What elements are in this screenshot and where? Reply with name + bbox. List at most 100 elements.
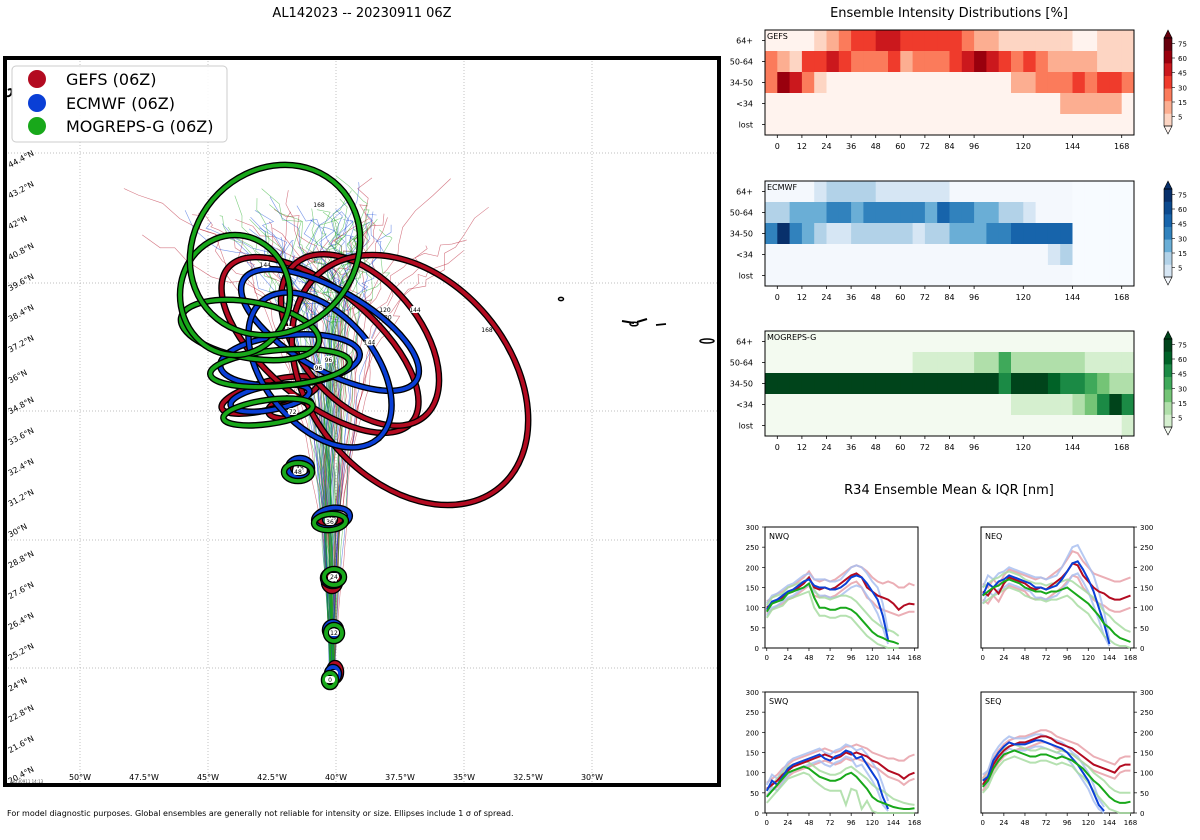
colorbar-tick: 60 — [1178, 356, 1187, 364]
heatmap-cell — [1047, 352, 1061, 374]
heatmap-cell — [1109, 244, 1123, 266]
heatmap-cell — [1023, 415, 1036, 437]
heatmap-cell — [1109, 352, 1123, 374]
heatmap-cell — [998, 30, 1012, 52]
heatmap-cell — [900, 30, 913, 52]
heatmap-cell — [998, 352, 1012, 374]
heatmap-cell — [1097, 30, 1110, 52]
heatmap-cell — [875, 265, 889, 287]
heatmap-cell — [1084, 244, 1098, 266]
heatmap-cell — [777, 394, 790, 416]
heatmap-cell — [1011, 30, 1024, 52]
heatmap-cell — [949, 181, 963, 203]
heatmap-cell — [765, 72, 778, 94]
heatmap-cell — [765, 114, 778, 136]
lon-tick-label: 42.5°W — [257, 773, 287, 782]
heatmap-cell — [949, 244, 963, 266]
colorbar-tick: 45 — [1178, 371, 1187, 379]
colorbar-tick: 60 — [1178, 206, 1187, 214]
heatmap-cell — [1121, 93, 1135, 115]
r34-p25-line — [765, 755, 889, 812]
legend-mogreps-label: MOGREPS-G (06Z) — [66, 117, 213, 136]
r34-p25-line — [765, 584, 890, 645]
heatmap-cell — [912, 202, 926, 224]
heatmap-cell — [900, 352, 913, 374]
heatmap-cell — [1072, 415, 1086, 437]
heatmap-cell — [998, 223, 1012, 245]
heatmap-cell — [838, 373, 852, 395]
heatmap-cell — [863, 265, 877, 287]
heatmap-cell — [1097, 223, 1110, 245]
heatmap-cell — [949, 223, 963, 245]
heatmap-cell — [1109, 415, 1123, 437]
heatmap-cell — [851, 373, 864, 395]
heatmap-x-tick: 84 — [944, 142, 954, 151]
heatmap-cell — [826, 202, 840, 224]
heatmap-x-tick: 0 — [775, 293, 780, 302]
r34-x-tick: 24 — [783, 819, 792, 827]
heatmap-cell — [851, 415, 864, 437]
heatmap-cell — [888, 415, 901, 437]
heatmap-cell — [974, 352, 987, 374]
ellipse-mogreps-168: 168 — [186, 161, 364, 339]
r34-x-tick: 24 — [999, 654, 1008, 662]
heatmap-cell — [888, 93, 901, 115]
heatmap-cell — [924, 373, 938, 395]
heatmap-cell — [912, 394, 926, 416]
colorbar-tick: 15 — [1178, 250, 1187, 258]
heatmap-cell — [1109, 331, 1123, 353]
heatmap-cell — [949, 394, 963, 416]
heatmap-cell — [1060, 30, 1073, 52]
r34-x-tick: 96 — [847, 819, 856, 827]
heatmap-cell — [1047, 30, 1061, 52]
ellipse-mogreps-36: 36 — [310, 510, 350, 534]
heatmap-x-tick: 96 — [969, 142, 979, 151]
heatmap-cell — [765, 93, 778, 115]
heatmap-cell — [801, 223, 815, 245]
heatmap-cell — [1121, 331, 1135, 353]
heatmap-cell — [789, 265, 803, 287]
colorbar-tick: 15 — [1178, 400, 1187, 408]
heatmap-x-tick: 168 — [1114, 293, 1129, 302]
heatmap-cell — [998, 72, 1012, 94]
heatmap-cell — [1011, 223, 1024, 245]
heatmap-cell — [1072, 93, 1086, 115]
heatmap-cell — [1023, 223, 1036, 245]
heatmap-cell — [826, 352, 840, 374]
heatmap-cell — [826, 244, 840, 266]
ellipse-hour-label: 36 — [326, 519, 334, 526]
heatmap-cell — [998, 93, 1012, 115]
r34-y-tick: 250 — [1140, 544, 1153, 552]
heatmap-cell — [814, 202, 827, 224]
heatmap-cell — [838, 114, 852, 136]
heatmap-cell — [801, 202, 815, 224]
r34-x-tick: 48 — [1021, 654, 1030, 662]
heatmap-cell — [1047, 394, 1061, 416]
heatmap-x-tick: 120 — [1016, 142, 1031, 151]
heatmap-cell — [924, 181, 938, 203]
heatmap-cell — [765, 415, 778, 437]
heatmap-x-tick: 84 — [944, 293, 954, 302]
heatmap-cell — [961, 51, 975, 73]
heatmap-cell — [863, 415, 877, 437]
r34-quadrant-label: NEQ — [985, 532, 1002, 541]
heatmap-cell — [1035, 394, 1049, 416]
heatmap-cell — [1011, 394, 1024, 416]
heatmap-cell — [863, 181, 877, 203]
heatmap-cell — [974, 30, 987, 52]
heatmap-cell — [1084, 331, 1098, 353]
intensity-title: Ensemble Intensity Distributions [%] — [830, 6, 1068, 21]
r34-x-tick: 48 — [1021, 819, 1030, 827]
heatmap-mogreps-g: 64+ 50-64 34-50 <34 lost MOGREPS-G 0 12 24 36 48 60… — [730, 330, 1187, 452]
heatmap-x-tick: 60 — [895, 443, 905, 452]
heatmap-cell — [1084, 30, 1098, 52]
r34-y-tick: 150 — [746, 585, 759, 593]
heatmap-cell — [1097, 72, 1110, 94]
track-map: 0122436487296120144168012243648729612014… — [3, 56, 721, 787]
heatmap-cell — [851, 244, 864, 266]
colorbar-tick: 45 — [1178, 70, 1187, 78]
colorbar-tick: 60 — [1178, 55, 1187, 63]
colorbar-tick: 5 — [1178, 415, 1182, 423]
r34-y-tick: 100 — [746, 770, 759, 778]
heatmap-row-label: 34-50 — [730, 79, 753, 88]
